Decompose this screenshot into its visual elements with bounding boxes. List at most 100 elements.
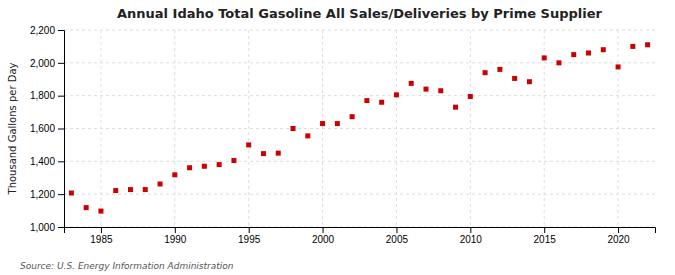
y-tick-mark [58, 63, 64, 64]
x-tick-mark [618, 227, 619, 233]
point [468, 94, 473, 99]
point [453, 105, 458, 110]
point [645, 42, 650, 47]
point [571, 52, 576, 57]
x-tick-label: 2005 [386, 234, 409, 245]
y-tick-mark [58, 194, 64, 195]
x-tick-label: 1990 [164, 234, 187, 245]
x-tick: 2015 [534, 227, 557, 245]
point [438, 88, 443, 93]
x-tick-mark [544, 227, 545, 233]
point [616, 64, 621, 69]
y-axis-line [58, 31, 65, 228]
x-axis-line [65, 228, 656, 234]
point [542, 55, 547, 60]
point [527, 79, 532, 84]
x-tick-label: 1985 [90, 234, 113, 245]
point [113, 188, 118, 193]
grid-line [64, 161, 655, 162]
point [512, 76, 517, 81]
point [246, 142, 251, 147]
x-tick: 2010 [460, 227, 483, 245]
point [483, 70, 488, 75]
y-tick-label: 1,800 [30, 90, 55, 101]
title: Annual Idaho Total Gasoline All Sales/De… [117, 6, 603, 21]
y-tick-mark [58, 129, 64, 130]
grid-line [64, 128, 655, 129]
point [630, 44, 635, 49]
point [556, 60, 561, 65]
y-axis: 1,000 1,200 1,400 1,600 1,800 2,000 2,200 [30, 25, 65, 233]
y-tick-label: 1,200 [30, 189, 55, 200]
y-tick: 1,000 [30, 222, 64, 233]
plot: 1985 1990 1995 2000 2005 2010 2015 2020 1,000 1,2… [30, 25, 656, 245]
annotation: Source: U.S. Energy Information Administ… [20, 261, 234, 271]
grid-line [64, 62, 655, 63]
x-tick: 2000 [312, 227, 335, 245]
x-tick: 1985 [90, 227, 113, 245]
point [261, 151, 266, 156]
y-tick: 1,400 [30, 156, 64, 167]
point [172, 172, 177, 177]
y-tick: 1,600 [30, 123, 64, 134]
point [84, 205, 89, 210]
x-tick-label: 2010 [460, 234, 483, 245]
y-axis-title: Thousand Gallons per Day [7, 62, 18, 195]
x-tick: 1995 [238, 227, 261, 245]
grid-line [470, 30, 471, 227]
point [98, 209, 103, 214]
grid-line [64, 194, 655, 195]
point [335, 121, 340, 126]
grid-line [618, 30, 619, 227]
point [586, 50, 591, 55]
point [128, 187, 133, 192]
x-tick-mark [470, 227, 471, 233]
point [305, 133, 310, 138]
point [158, 181, 163, 186]
grid-line [100, 30, 101, 227]
y-tick-mark [58, 96, 64, 97]
point [409, 81, 414, 86]
chart: 1985 1990 1995 2000 2005 2010 2015 2020 1,000 1,2… [0, 0, 675, 275]
grid-line [64, 95, 655, 96]
point [291, 126, 296, 131]
y-tick-mark [58, 161, 64, 162]
point [143, 187, 148, 192]
x-tick-label: 2020 [607, 234, 630, 245]
x-tick: 2005 [386, 227, 409, 245]
points [69, 42, 650, 213]
point [350, 114, 355, 119]
point [202, 164, 207, 169]
grid-line [64, 30, 655, 31]
x-tick-label: 1995 [238, 234, 261, 245]
x-tick-label: 2015 [534, 234, 557, 245]
point [364, 98, 369, 103]
y-tick-label: 2,000 [30, 58, 55, 69]
x-tick: 1990 [164, 227, 187, 245]
x-tick-mark [323, 227, 324, 233]
point [601, 47, 606, 52]
x-tick: 2020 [607, 227, 630, 245]
point [217, 162, 222, 167]
y-tick-mark [58, 30, 64, 31]
grid-line [174, 30, 175, 227]
x-tick-mark [101, 227, 102, 233]
grid [64, 30, 655, 227]
point [69, 191, 74, 196]
y-tick: 2,000 [30, 58, 64, 69]
point [497, 67, 502, 72]
x-tick-mark [175, 227, 176, 233]
x-tick-label: 2000 [312, 234, 335, 245]
y-tick-label: 2,200 [30, 25, 55, 36]
x-tick-mark [249, 227, 250, 233]
grid-line [248, 30, 249, 227]
y-tick: 2,200 [30, 25, 64, 36]
point [423, 87, 428, 92]
y-tick-mark [58, 227, 64, 228]
y-tick-label: 1,600 [30, 123, 55, 134]
point [187, 165, 192, 170]
point [276, 151, 281, 156]
point [231, 158, 236, 163]
y-tick-label: 1,000 [30, 222, 55, 233]
y-tick: 1,200 [30, 189, 64, 200]
